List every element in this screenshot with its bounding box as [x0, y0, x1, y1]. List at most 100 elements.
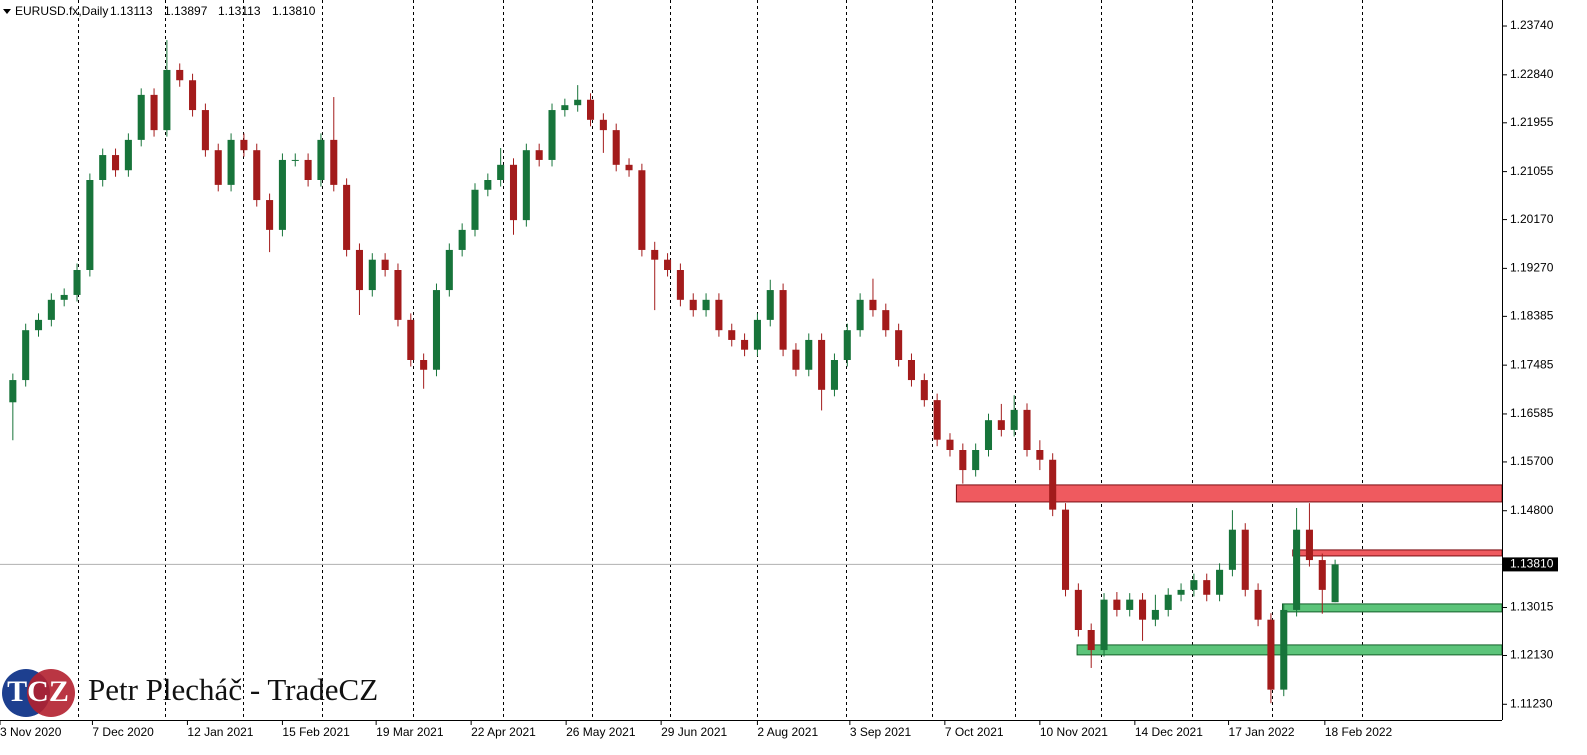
candle-body: [497, 164, 505, 180]
watermark: TCZ Petr Plecháč - TradeCZ: [2, 669, 378, 717]
candle-body: [1139, 599, 1147, 620]
candle-body: [997, 420, 1005, 430]
ohlc-low: 1.13113: [218, 4, 261, 18]
candle-body: [22, 330, 30, 381]
candle-body: [664, 259, 672, 270]
candle-body: [394, 270, 402, 320]
candle-body: [830, 360, 838, 390]
candle-body: [1036, 450, 1044, 460]
candle-body: [1049, 459, 1057, 510]
candle-body: [1061, 509, 1070, 590]
candle-body: [1100, 599, 1108, 651]
candle-body: [343, 184, 351, 250]
candle-body: [509, 164, 518, 221]
candle-body: [355, 249, 363, 291]
header: EURUSD.fx,Daily 1.13113 1.13897 1.13113 …: [3, 4, 316, 18]
candle-body: [561, 105, 569, 111]
x-tick-label: 17 Jan 2022: [1229, 725, 1295, 739]
candle-body: [1280, 609, 1288, 690]
y-tick-label: 1.16585: [1510, 406, 1554, 420]
y-tick-label: 1.19270: [1510, 261, 1554, 275]
candle-body: [9, 380, 17, 403]
current-price-box: [1503, 557, 1558, 572]
candle-body: [651, 249, 659, 260]
candle-body: [959, 450, 967, 471]
ohlc-close: 1.13810: [272, 4, 316, 18]
candle-body: [818, 339, 826, 390]
candle-body: [214, 150, 222, 185]
candle-body: [805, 339, 813, 370]
x-tick-label: 15 Feb 2021: [282, 725, 350, 739]
y-tick-label: 1.12130: [1510, 648, 1554, 662]
candle-body: [99, 155, 107, 180]
candle-body: [176, 69, 184, 81]
candle-body: [34, 319, 43, 331]
candle-body: [484, 180, 492, 190]
logo-text: TCZ: [7, 675, 69, 708]
x-tick-label: 26 May 2021: [566, 725, 636, 739]
candle-body: [1113, 599, 1121, 610]
candle-body: [1151, 609, 1159, 620]
y-tick-label: 1.14800: [1510, 503, 1554, 517]
candle-body: [1126, 599, 1134, 610]
y-tick-label: 1.11230: [1510, 696, 1553, 710]
zone: [1076, 644, 1503, 656]
y-tick-label: 1.13015: [1510, 600, 1554, 614]
candle-body: [766, 290, 774, 320]
y-tick-label: 1.20170: [1510, 212, 1554, 226]
candle-body: [869, 299, 877, 311]
candle-body: [112, 155, 120, 171]
header-arrow: [3, 9, 11, 14]
candle-body: [445, 249, 453, 291]
zone: [1281, 603, 1503, 613]
symbol: EURUSD.fx,Daily: [15, 4, 108, 18]
candle-body: [1164, 594, 1172, 610]
candle-body: [304, 159, 312, 180]
candle-body: [1293, 529, 1301, 610]
candle-body: [291, 159, 299, 161]
candle-layer: [9, 40, 1339, 704]
candle-body: [741, 339, 749, 350]
candle-body: [689, 299, 697, 311]
y-tick-label: 1.22840: [1510, 67, 1554, 81]
axis-layer: 1.23740 1.22840 1.21955 1.21055 1.20170 1.192…: [0, 0, 1558, 739]
candle-body: [792, 349, 800, 370]
candle-body: [638, 170, 646, 250]
candle-body: [1203, 580, 1211, 595]
candle-body: [599, 119, 607, 131]
candle-body: [548, 110, 556, 160]
candle-body: [1305, 529, 1313, 561]
candle-body: [522, 150, 530, 221]
y-tick-label: 1.15700: [1510, 454, 1554, 468]
candle-body: [471, 189, 479, 230]
x-tick-label: 10 Nov 2021: [1040, 725, 1108, 739]
candle-body: [1074, 589, 1082, 630]
y-tick-label: 1.18385: [1510, 309, 1554, 323]
candle-body: [1177, 589, 1185, 595]
candle-body: [189, 80, 197, 111]
y-tick-label: 1.23740: [1510, 18, 1554, 32]
candle-body: [1010, 409, 1018, 430]
candle-body: [407, 319, 415, 360]
candle-body: [150, 94, 158, 131]
zone: [955, 484, 1503, 503]
x-tick-label: 2 Aug 2021: [757, 725, 818, 739]
x-tick-label: 29 Jun 2021: [661, 725, 727, 739]
candle-body: [368, 259, 376, 291]
x-tick-label: 18 Feb 2022: [1325, 725, 1393, 739]
x-tick-label: 3 Nov 2020: [0, 725, 62, 739]
candle-body: [240, 139, 248, 151]
candle-body: [586, 99, 595, 120]
candle-body: [381, 259, 389, 270]
logo-circle: [27, 669, 75, 717]
candle-body: [882, 310, 890, 331]
current-price-label: 1.13810: [1510, 557, 1554, 571]
ohlc-open: 1.13113: [110, 4, 153, 18]
candle-body: [432, 290, 441, 370]
y-tick-label: 1.17485: [1510, 357, 1554, 371]
zone-layer: [0, 484, 1503, 656]
candle-body: [137, 94, 145, 140]
candle-body: [612, 130, 620, 165]
candle-body: [1228, 529, 1236, 570]
